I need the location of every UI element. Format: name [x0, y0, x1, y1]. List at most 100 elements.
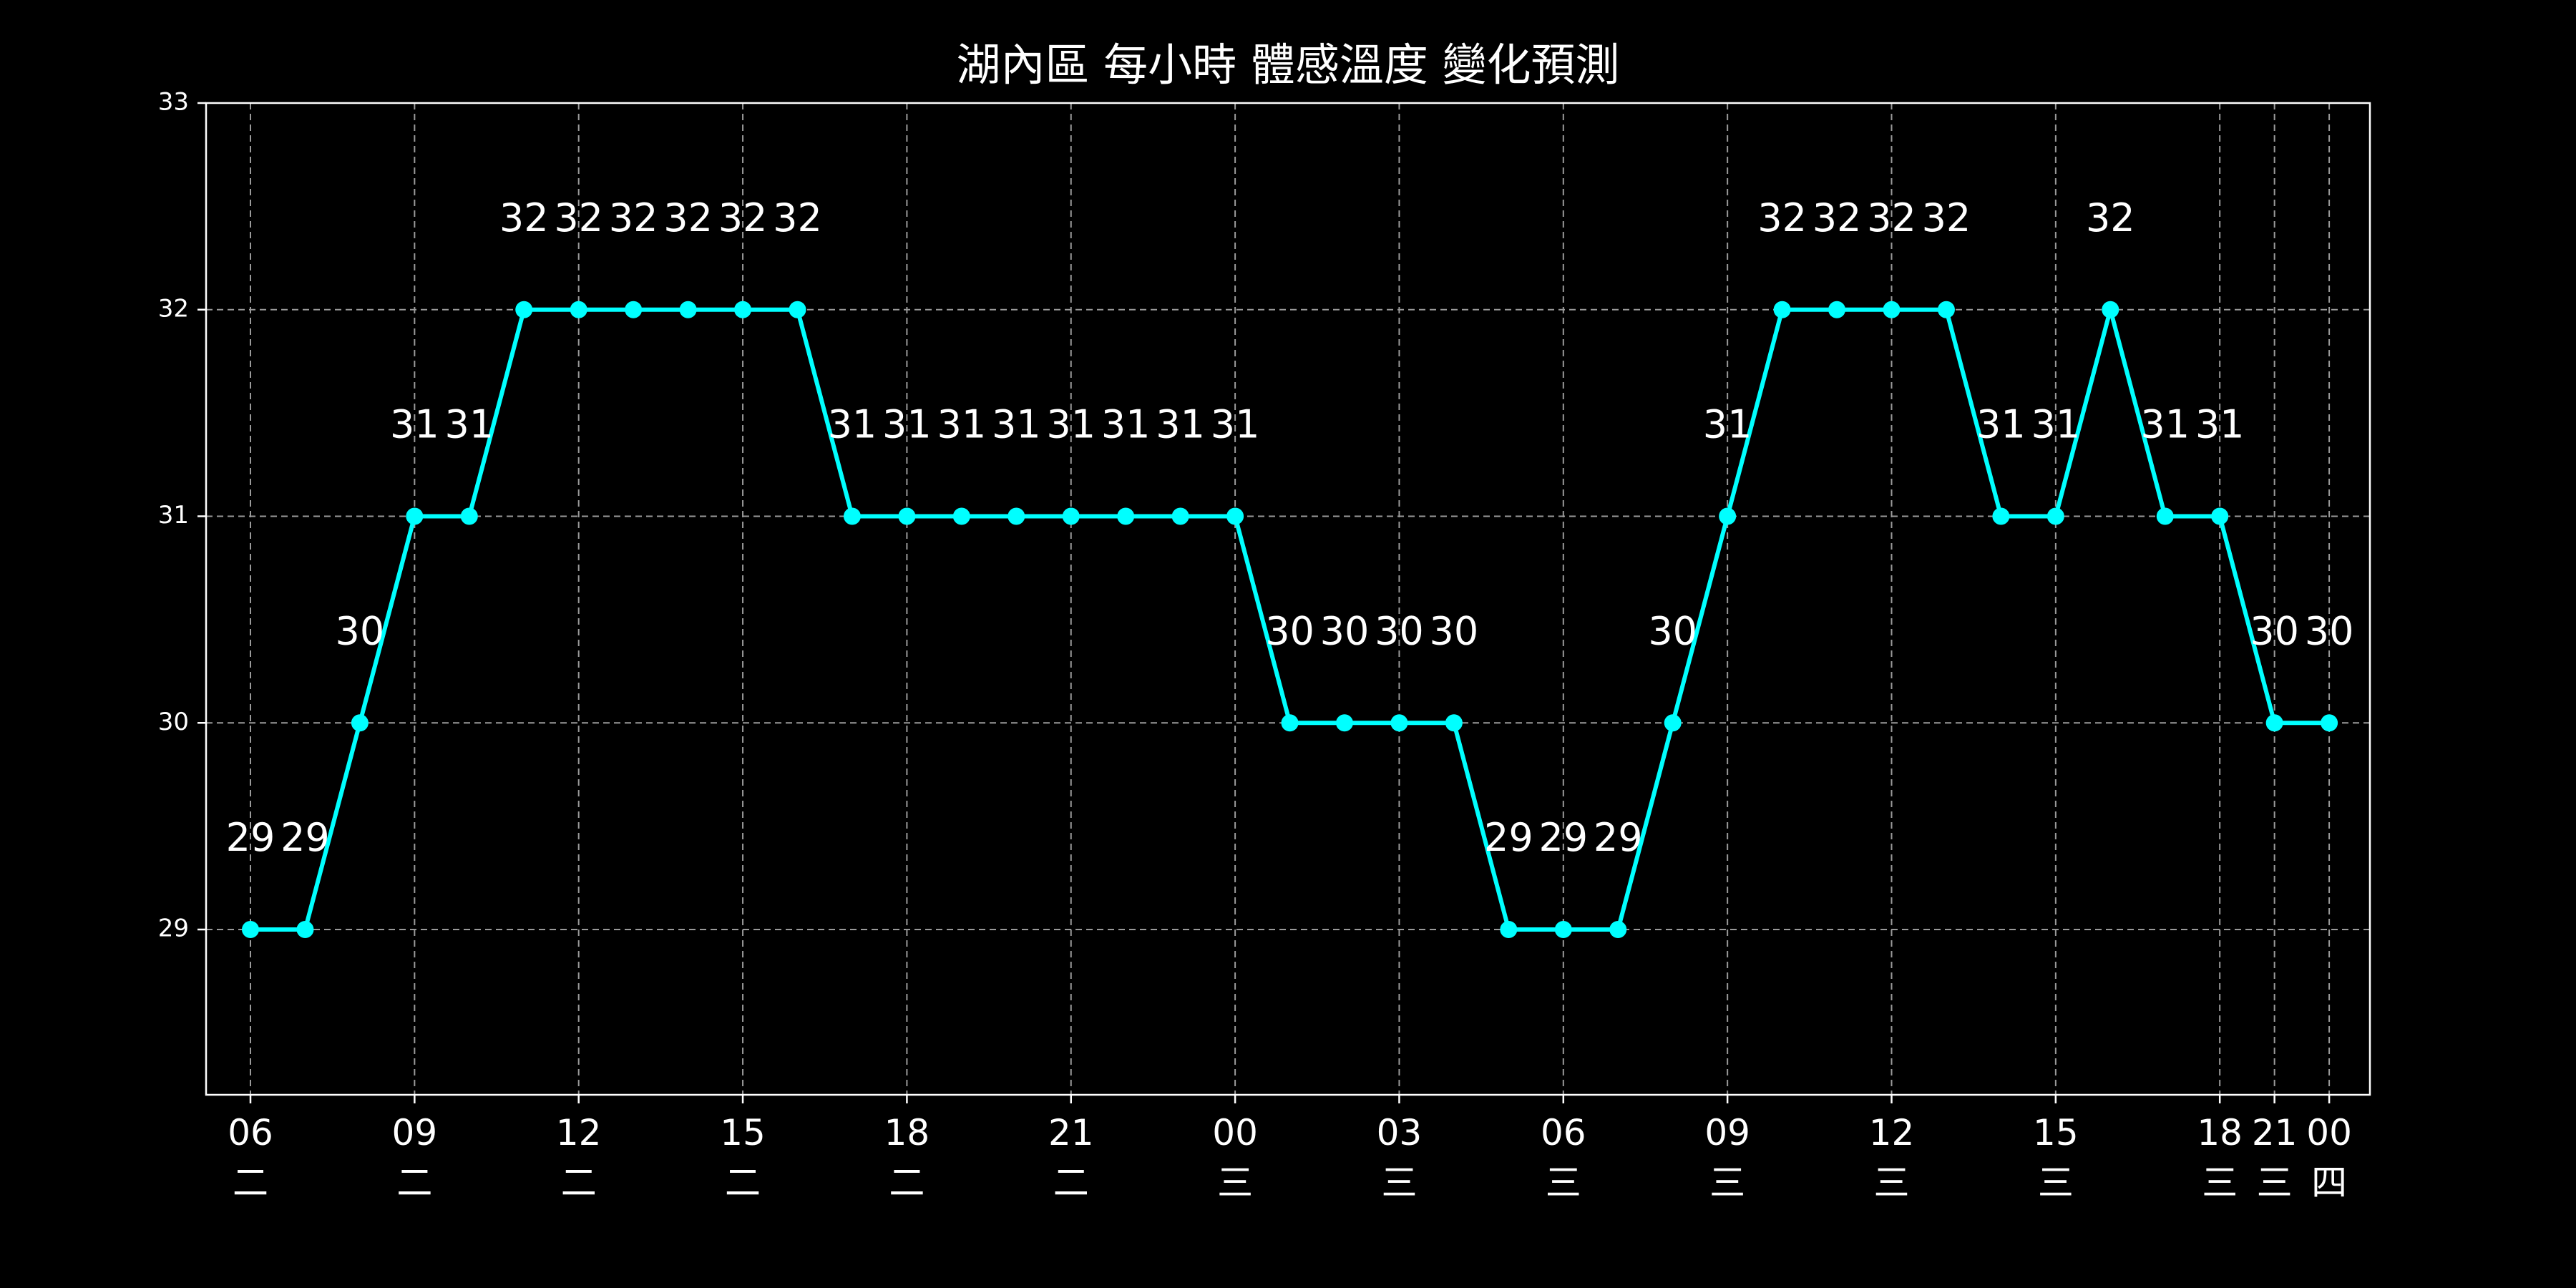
data-point: [1883, 301, 1901, 318]
x-tick-hour-label: 00: [2306, 1112, 2352, 1153]
data-point: [1609, 921, 1627, 938]
x-tick-day-label: 三: [1381, 1162, 1417, 1204]
data-point: [734, 301, 752, 318]
x-tick-hour-label: 06: [1541, 1112, 1586, 1153]
x-tick-day-label: 三: [1546, 1162, 1581, 1204]
x-tick-hour-label: 18: [2197, 1112, 2243, 1153]
x-tick-day-label: 三: [2038, 1162, 2074, 1204]
x-tick-day-label: 三: [1217, 1162, 1253, 1204]
x-tick-hour-label: 15: [2033, 1112, 2079, 1153]
x-tick-hour-label: 21: [1048, 1112, 1094, 1153]
x-tick-hour-label: 03: [1377, 1112, 1423, 1153]
data-point: [2211, 507, 2229, 525]
data-point: [1719, 507, 1737, 525]
x-tick-day-label: 二: [233, 1162, 268, 1204]
data-point: [1500, 921, 1518, 938]
data-label: 30: [1375, 608, 1424, 653]
y-tick-label: 32: [158, 294, 189, 323]
x-tick-hour-label: 12: [1869, 1112, 1915, 1153]
plot-area-frame: [205, 102, 2371, 1096]
data-point: [1445, 714, 1463, 732]
data-point: [570, 301, 587, 318]
data-point: [1062, 507, 1080, 525]
x-tick-hour-label: 15: [720, 1112, 766, 1153]
data-point: [1664, 714, 1682, 732]
y-tick-label: 31: [158, 501, 189, 530]
data-label: 32: [554, 195, 603, 240]
data-point: [2046, 507, 2064, 525]
data-label: 32: [499, 195, 549, 240]
data-point: [679, 301, 697, 318]
data-label: 31: [937, 402, 986, 447]
data-point: [296, 921, 314, 938]
data-label: 30: [1430, 608, 1479, 653]
data-point: [1554, 921, 1572, 938]
data-label: 32: [773, 195, 822, 240]
data-label: 32: [663, 195, 713, 240]
data-point: [843, 507, 861, 525]
data-label: 29: [1484, 815, 1533, 860]
y-axis-ticks: 29 30 31 32 33: [158, 88, 206, 943]
x-tick-day-label: 二: [725, 1162, 761, 1204]
data-label: 29: [226, 815, 275, 860]
x-tick-day-label: 三: [2202, 1162, 2238, 1204]
data-label: 31: [1101, 402, 1151, 447]
data-label: 31: [2031, 402, 2080, 447]
data-point: [460, 507, 478, 525]
data-point: [625, 301, 643, 318]
data-point: [2156, 507, 2174, 525]
data-label: 32: [1867, 195, 1916, 240]
y-tick-label: 29: [158, 914, 189, 943]
x-tick-hour-label: 09: [1704, 1112, 1750, 1153]
data-label: 31: [2140, 402, 2190, 447]
data-label: 31: [1703, 402, 1752, 447]
data-label: 31: [1046, 402, 1096, 447]
x-tick-hour-label: 12: [556, 1112, 602, 1153]
x-tick-hour-label: 18: [884, 1112, 930, 1153]
x-axis-ticks: 06二09二12二15二18二21二00三03三06三09三12三15三18三2…: [228, 1095, 2352, 1204]
x-tick-day-label: 二: [889, 1162, 924, 1204]
data-label: 31: [992, 402, 1041, 447]
data-label: 31: [1976, 402, 2026, 447]
data-point: [1828, 301, 1846, 318]
data-label: 32: [609, 195, 658, 240]
data-point: [1281, 714, 1299, 732]
data-label: 30: [1265, 608, 1314, 653]
data-label: 29: [1538, 815, 1588, 860]
data-label: 29: [1594, 815, 1643, 860]
x-tick-day-label: 三: [1874, 1162, 1910, 1204]
x-tick-day-label: 二: [1053, 1162, 1089, 1204]
data-point: [1992, 507, 2010, 525]
x-tick-hour-label: 00: [1212, 1112, 1258, 1153]
data-label: 29: [280, 815, 330, 860]
data-point: [1117, 507, 1135, 525]
data-point: [1008, 507, 1025, 525]
data-point: [1336, 714, 1353, 732]
data-point: [1171, 507, 1189, 525]
x-tick-hour-label: 21: [2252, 1112, 2298, 1153]
x-tick-hour-label: 06: [228, 1112, 273, 1153]
x-tick-hour-label: 09: [392, 1112, 438, 1153]
data-point: [1226, 507, 1244, 525]
data-label: 31: [1211, 402, 1260, 447]
data-label: 31: [828, 402, 877, 447]
data-point: [1390, 714, 1408, 732]
data-label: 31: [2195, 402, 2245, 447]
y-tick-label: 33: [158, 88, 189, 117]
data-label: 32: [1922, 195, 1971, 240]
data-point: [406, 507, 424, 525]
data-point: [952, 507, 970, 525]
data-point: [1937, 301, 1955, 318]
x-tick-day-label: 三: [1709, 1162, 1745, 1204]
data-label: 30: [336, 608, 385, 653]
data-label: 31: [882, 402, 932, 447]
data-point: [2265, 714, 2283, 732]
data-label: 32: [1813, 195, 1862, 240]
data-point: [2321, 714, 2338, 732]
data-label: 31: [390, 402, 439, 447]
x-tick-day-label: 三: [2257, 1162, 2293, 1204]
data-label: 30: [2250, 608, 2299, 653]
